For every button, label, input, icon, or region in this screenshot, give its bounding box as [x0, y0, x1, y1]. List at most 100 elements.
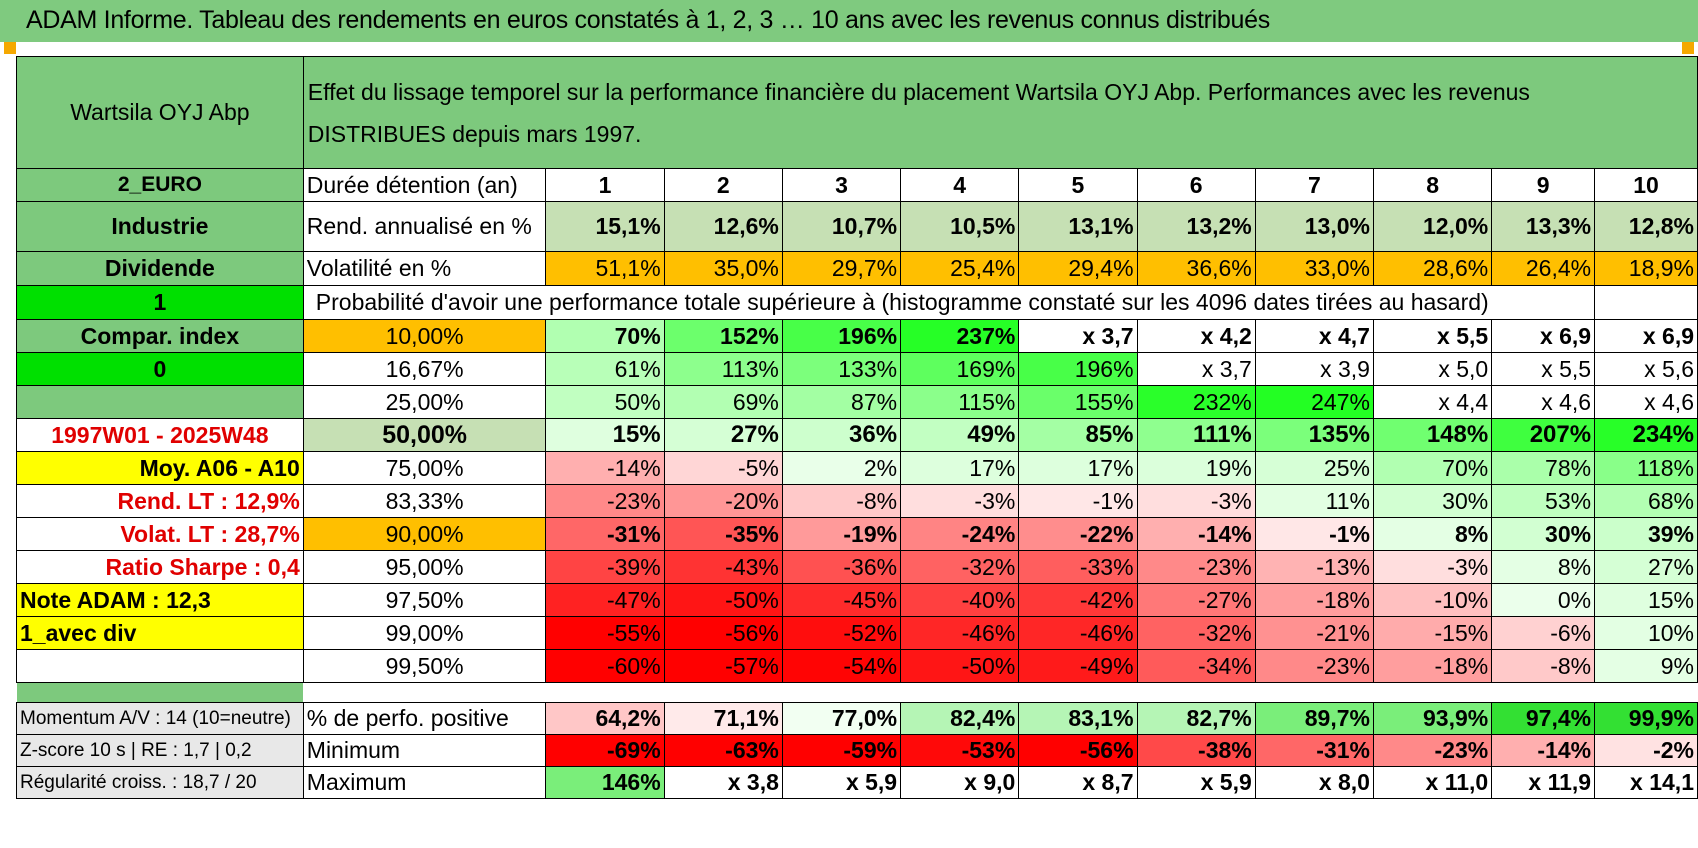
probability-value: x 3,7: [1136, 352, 1256, 386]
probability-value: 135%: [1254, 418, 1374, 452]
probability-value: 30%: [1372, 484, 1493, 518]
probability-value: -10%: [1372, 583, 1493, 617]
probability-value: -50%: [900, 649, 1020, 683]
probability-value: -14%: [545, 451, 665, 485]
probability-row: 99,50% -60% -57% -54% -50% -49% -34% -23% -18% -8…: [16, 649, 1698, 683]
probability-row: Rend. LT : 12,9% 83,33% -23% -20% -8% -3% -1% -…: [16, 484, 1698, 518]
probability-value: -23%: [1136, 550, 1256, 584]
probability-row: Moy. A06 - A10 75,00% -14% -5% 2% 17% 17% 19% 25…: [16, 451, 1698, 485]
probability-value: 11%: [1254, 484, 1374, 518]
annual-return: 13,0%: [1254, 201, 1374, 252]
summary-value: 77,0%: [781, 702, 902, 735]
probability-value: -14%: [1136, 517, 1256, 551]
probability-value: -13%: [1254, 550, 1374, 584]
year-header: 5: [1018, 168, 1138, 202]
zscore-label: Z-score 10 s | RE : 1,7 | 0,2: [16, 734, 304, 767]
probability-value: x 4,6: [1594, 385, 1698, 419]
probability-value: 8%: [1372, 517, 1493, 551]
summary-label: Minimum: [302, 734, 547, 767]
performance-table: Wartsila OYJ Abp Effet du lissage tempor…: [16, 56, 1698, 799]
summary-value: 99,9%: [1594, 702, 1698, 735]
probability-value: 10%: [1594, 616, 1698, 650]
probability-value: x 4,6: [1491, 385, 1596, 419]
summary-label: % de perfo. positive: [302, 702, 547, 735]
probability-value: 111%: [1136, 418, 1256, 452]
probability-row: Note ADAM : 12,3 97,50% -47% -50% -45% -40% -4…: [16, 583, 1698, 617]
probability-value: -57%: [663, 649, 783, 683]
probability-value: 17%: [900, 451, 1020, 485]
volatility-value: 36,6%: [1136, 251, 1256, 286]
summary-label: Maximum: [302, 766, 547, 799]
probability-value: 70%: [545, 319, 665, 353]
probability-row: 25,00% 50% 69% 87% 115% 155% 232% 247% x 4,4 x 4,…: [16, 385, 1698, 419]
volatility-value: 33,0%: [1254, 251, 1374, 286]
adam-score: Note ADAM : 12,3: [16, 583, 304, 617]
probability-value: 87%: [781, 385, 902, 419]
probability-row: Compar. index 10,00% 70% 152% 196% 237% x 3,7 x…: [16, 319, 1698, 353]
probability-value: 85%: [1018, 418, 1138, 452]
regularity-label: Régularité croiss. : 18,7 / 20: [16, 766, 304, 799]
sector-label: Industrie: [16, 201, 304, 252]
right-corner-marker: [1682, 42, 1694, 54]
duration-label: Durée détention (an): [302, 168, 547, 202]
probability-value: -40%: [900, 583, 1020, 617]
sharpe-ratio: Ratio Sharpe : 0,4: [16, 550, 304, 584]
threshold-percent: 99,00%: [302, 616, 547, 650]
currency-label: 2_EURO: [16, 168, 304, 202]
year-header: 8: [1372, 168, 1493, 202]
probability-row: Volat. LT : 28,7% 90,00% -31% -35% -19% -24% -…: [16, 517, 1698, 551]
threshold-percent: 10,00%: [302, 319, 547, 353]
long-term-return: Rend. LT : 12,9%: [16, 484, 304, 518]
probability-value: x 4,4: [1372, 385, 1493, 419]
probability-value: -54%: [781, 649, 902, 683]
probability-value: 53%: [1491, 484, 1596, 518]
report-title: ADAM Informe. Tableau des rendements en …: [26, 6, 1270, 34]
probability-value: x 6,9: [1594, 319, 1698, 353]
probability-value: 234%: [1594, 418, 1698, 452]
probability-value: 19%: [1136, 451, 1256, 485]
flag-one: 1: [16, 285, 304, 320]
separator-green: [16, 682, 304, 703]
probability-value: -49%: [1018, 649, 1138, 683]
probability-value: -32%: [1136, 616, 1256, 650]
summary-value: 83,1%: [1018, 702, 1138, 735]
volatility-value: 25,4%: [900, 251, 1020, 286]
annual-return: 12,6%: [663, 201, 783, 252]
probability-value: x 3,9: [1254, 352, 1374, 386]
volatility-row: Dividende Volatilité en % 51,1% 35,0% 29,7% 2…: [16, 251, 1698, 286]
threshold-percent: 97,50%: [302, 583, 547, 617]
probability-value: x 6,9: [1491, 319, 1596, 353]
probability-value: -33%: [1018, 550, 1138, 584]
summary-value: -2%: [1594, 734, 1698, 767]
probability-value: -3%: [1372, 550, 1493, 584]
momentum-label: Momentum A/V : 14 (10=neutre): [16, 702, 304, 735]
year-header: 6: [1136, 168, 1256, 202]
threshold-percent: 83,33%: [302, 484, 547, 518]
description: Effet du lissage temporel sur la perform…: [302, 56, 1698, 169]
summary-value: -69%: [545, 734, 665, 767]
probability-value: -47%: [545, 583, 665, 617]
threshold-percent: 16,67%: [302, 352, 547, 386]
summary-value: 64,2%: [545, 702, 665, 735]
annual-return: 15,1%: [545, 201, 665, 252]
probability-value: x 5,6: [1594, 352, 1698, 386]
probability-value: -46%: [1018, 616, 1138, 650]
probability-value: -24%: [900, 517, 1020, 551]
company-name: Wartsila OYJ Abp: [16, 56, 304, 169]
summary-value: x 5,9: [781, 766, 902, 799]
probability-value: -45%: [781, 583, 902, 617]
probability-value: 39%: [1594, 517, 1698, 551]
summary-value: x 9,0: [900, 766, 1020, 799]
probability-value: -15%: [1372, 616, 1493, 650]
year-header: 2: [663, 168, 783, 202]
return-label: Rend. annualisé en %: [302, 201, 547, 252]
summary-value: 82,4%: [900, 702, 1020, 735]
probability-value: -27%: [1136, 583, 1256, 617]
volatility-value: 18,9%: [1594, 251, 1698, 286]
summary-value: -31%: [1254, 734, 1374, 767]
probability-value: -8%: [1491, 649, 1596, 683]
probability-value: 61%: [545, 352, 665, 386]
separator-blank: [303, 683, 1697, 703]
summary-value: x 11,9: [1491, 766, 1596, 799]
header-row: Wartsila OYJ Abp Effet du lissage tempor…: [16, 56, 1698, 169]
